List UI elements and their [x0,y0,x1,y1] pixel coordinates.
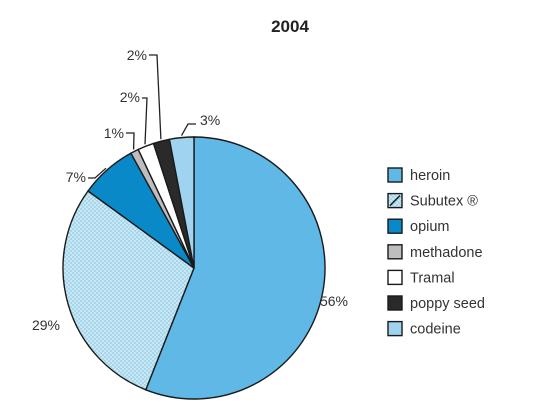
legend-swatch-heroin [387,167,403,183]
legend-swatch-methadone [387,244,403,260]
chart-title: 2004 [271,17,309,36]
data-label-poppy-seed: 2% [127,47,147,63]
legend-swatch-codeine [387,320,403,337]
pie-slice-heroin [144,136,326,400]
leader-line-opium [88,167,107,179]
pie-slice-codeine [168,136,195,269]
leader-line-methadone [126,132,135,150]
legend-label-poppy-seed: poppy seed [410,296,485,312]
data-label-methadone: 1% [104,125,124,141]
legend-item-subutex: Subutex ® [387,192,478,210]
leader-line-tramal [142,97,148,145]
legend-label-subutex: Subutex ® [410,194,478,210]
legend-item-heroin: heroin [387,167,450,184]
legend-swatch-poppy-seed [387,295,403,311]
legend-label-tramal: Tramal [410,270,455,286]
legend-label-opium: opium [410,219,450,235]
data-label-codeine: 3% [200,112,220,128]
pie-slice-subutex [62,190,195,391]
legend-swatch-tramal [387,269,403,286]
data-label-heroin: 56% [320,293,348,309]
legend-label-methadone: methadone [410,245,483,261]
data-label-subutex: 29% [32,317,60,333]
legend-item-tramal: Tramal [387,269,455,286]
data-label-opium: 7% [66,169,86,185]
legend-item-opium: opium [387,218,450,235]
pie-slices [62,136,326,400]
legend-label-heroin: heroin [410,168,450,184]
leader-line-poppy-seed [149,54,162,140]
legend-label-codeine: codeine [410,322,461,338]
legend-item-codeine: codeine [387,320,461,338]
legend: heroin Subutex ® opium methadone Tramal poppy… [387,167,485,338]
legend-item-poppy-seed: poppy seed [387,295,485,312]
data-label-tramal: 2% [120,89,140,105]
data-labels: 56% 29% 7% 1% 2% 2% 3% [32,47,348,333]
legend-item-methadone: methadone [387,244,483,261]
leader-line-codeine [180,123,196,136]
legend-swatch-opium [387,218,403,234]
